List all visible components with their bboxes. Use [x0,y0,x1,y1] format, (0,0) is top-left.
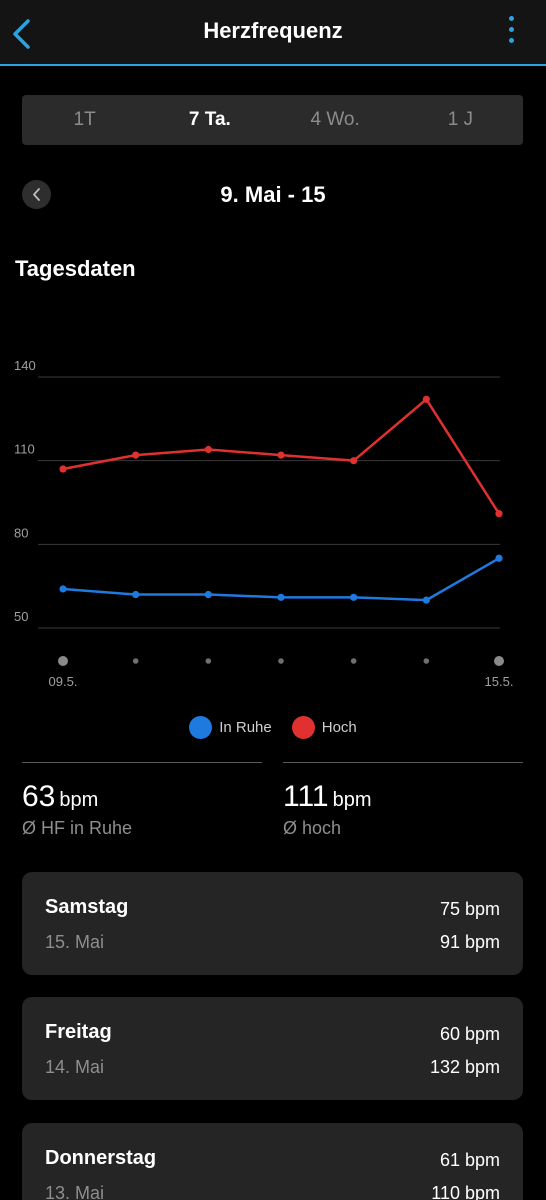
tab-7-days[interactable]: 7 Ta. [188,109,231,130]
day-rest-bpm: 61 bpm [439,1150,500,1170]
legend-item-high: Hoch [291,715,357,739]
x-tick-label: 15.5. [485,674,514,689]
tab-1-year[interactable]: 1 J [447,109,474,130]
data-point-rest [350,593,358,601]
y-tick-label: 80 [14,525,28,540]
data-point-rest [277,593,285,601]
more-options-button[interactable] [506,16,516,50]
day-card-thursday[interactable]: Donnerstag 13. Mai 61 bpm 110 bpm [22,1123,523,1200]
average-high-block: 111 bpm Ø hoch [283,762,523,839]
data-point-rest [59,585,67,593]
day-name: Samstag [45,896,129,918]
section-title: Tagesdaten [15,256,136,281]
legend-label-rest: In Ruhe [219,718,272,736]
average-rest-block: 63 bpm Ø HF in Ruhe [22,762,262,839]
data-point-high [204,445,212,454]
data-point-rest [422,596,430,604]
period-tabs: 1T 7 Ta. 4 Wo. 1 J [22,95,523,145]
x-axis-dot [132,658,139,664]
date-range-label: 9. Mai - 15 [220,182,326,207]
data-point-high [132,451,140,459]
chart-legend: In Ruhe Hoch [0,714,546,740]
back-button[interactable] [6,14,40,54]
x-tick-label: 09.5. [49,674,78,689]
x-axis-dot [205,658,212,664]
heart-rate-chart: 50 80 110 140 09.5. 15.5. [14,358,514,689]
y-tick-label: 110 [14,442,35,457]
app-header: Herzfrequenz [0,0,546,66]
y-tick-label: 50 [14,609,28,624]
day-high-bpm: 91 bpm [439,932,500,952]
day-name: Donnerstag [45,1147,157,1169]
day-high-bpm: 132 bpm [429,1057,500,1077]
day-card-friday[interactable]: Freitag 14. Mai 60 bpm 132 bpm [22,997,523,1100]
day-date: 15. Mai [45,932,105,952]
data-point-rest [132,590,140,599]
average-rest-label: Ø HF in Ruhe [22,818,133,838]
data-point-rest [204,590,212,599]
day-rest-bpm: 60 bpm [439,1024,500,1044]
average-high-value-row: 111 bpm [283,780,523,814]
x-axis-dot [58,656,68,666]
tab-1-day[interactable]: 1T [73,109,96,130]
data-point-high [59,465,67,473]
x-axis-dot [278,658,284,664]
tab-4-weeks[interactable]: 4 Wo. [310,109,360,130]
x-axis-dot [350,658,357,664]
average-high-label: Ø hoch [283,818,342,838]
average-high-value: 111 [283,780,329,813]
page-title: Herzfrequenz [203,18,343,43]
legend-item-rest: In Ruhe [189,715,272,739]
average-rest-value: 63 [22,780,56,813]
legend-swatch-rest [189,715,213,739]
day-card-saturday[interactable]: Samstag 15. Mai 75 bpm 91 bpm [22,872,523,975]
day-date: 13. Mai [45,1183,105,1200]
chevron-left-icon [33,188,40,201]
legend-label-high: Hoch [321,718,357,736]
x-axis-dot [494,656,504,666]
day-rest-bpm: 75 bpm [439,899,500,919]
legend-swatch-high [291,715,315,739]
y-tick-label: 140 [14,358,36,373]
average-high-unit: bpm [332,789,372,811]
day-date: 14. Mai [45,1057,105,1077]
data-point-high [422,395,430,403]
data-point-high [350,457,358,465]
more-vertical-icon [506,16,516,43]
x-axis-dot [423,658,430,664]
average-rest-value-row: 63 bpm [22,780,262,814]
data-point-high [495,510,503,518]
average-rest-unit: bpm [59,789,99,811]
day-high-bpm: 110 bpm [431,1183,500,1200]
chevron-left-icon [13,19,30,49]
data-point-high [277,451,285,459]
day-name: Freitag [45,1021,112,1043]
previous-period-button[interactable] [22,180,51,209]
data-point-rest [495,554,503,562]
